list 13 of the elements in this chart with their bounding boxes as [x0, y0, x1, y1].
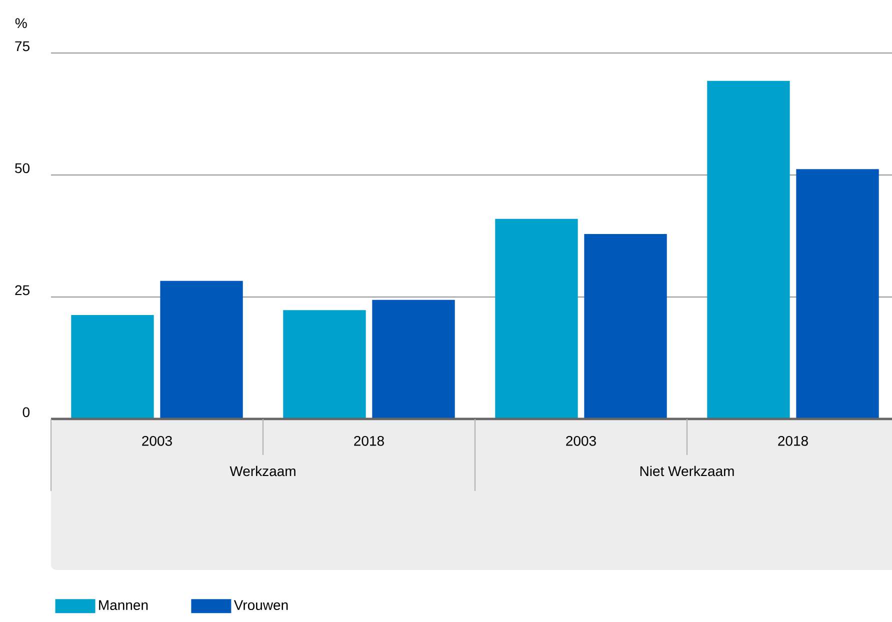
y-axis-title: % [15, 18, 27, 28]
x-tick-label: 2003 [566, 436, 596, 446]
y-tick-label: 75 [15, 41, 30, 52]
x-tick-label: 2018 [778, 436, 808, 446]
text: Werkzaam [230, 466, 296, 476]
x-tick-label: 2003 [142, 436, 172, 446]
y-tick-label: 0 [22, 407, 30, 418]
x-tick-label: 2018 [354, 436, 384, 446]
legend-label: Mannen [99, 600, 148, 610]
legend-label: Vrouwen [234, 600, 288, 610]
y-tick-label: 25 [15, 285, 30, 296]
y-tick-label: 50 [15, 163, 30, 174]
text: Niet Werkzaam [640, 466, 734, 476]
